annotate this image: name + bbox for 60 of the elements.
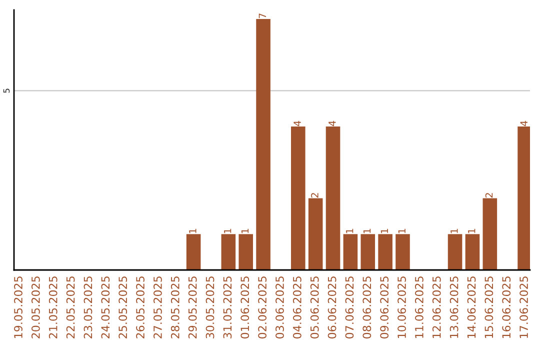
x-tick-label: 10.06.2025 — [398, 276, 406, 338]
x-tick-label: 31.05.2025 — [223, 276, 232, 338]
x-tick-label: 23.05.2025 — [84, 276, 92, 338]
x-tick-label: 11.06.2025 — [414, 276, 424, 338]
bar — [482, 198, 498, 270]
x-tick-label: 07.06.2025 — [345, 276, 354, 338]
data-label: 2 — [485, 193, 493, 198]
x-tick-label: 15.06.2025 — [484, 276, 494, 338]
bar — [186, 234, 201, 270]
bar — [396, 234, 410, 270]
x-tick-label: 12.06.2025 — [432, 276, 441, 338]
data-label: 1 — [398, 228, 406, 234]
x-tick-label: 06.06.2025 — [328, 276, 336, 338]
data-label: 1 — [363, 228, 371, 234]
data-label: 7 — [258, 14, 266, 18]
data-label: 1 — [189, 228, 196, 234]
x-tick-label: 22.05.2025 — [66, 276, 75, 338]
x-tick-label: 20.05.2025 — [31, 276, 40, 338]
x-tick-label: 01.06.2025 — [240, 276, 250, 338]
x-tick-label: 14.06.2025 — [467, 276, 476, 338]
bar — [291, 126, 306, 270]
bar — [343, 234, 358, 270]
data-label: 1 — [241, 228, 249, 234]
x-tick-label: 24.05.2025 — [101, 276, 110, 338]
x-tick-label: 21.05.2025 — [48, 276, 58, 338]
bar — [308, 198, 323, 270]
x-tick-label: 26.05.2025 — [136, 276, 144, 338]
bar — [465, 234, 480, 270]
bar — [238, 234, 253, 270]
bar — [378, 234, 392, 270]
x-tick-label: 30.05.2025 — [206, 276, 214, 338]
bar — [256, 18, 270, 270]
x-tick-label: 08.06.2025 — [362, 276, 372, 338]
x-tick-label: 28.05.2025 — [170, 276, 180, 338]
x-tick-label: 03.06.2025 — [276, 276, 284, 338]
data-label: 1 — [450, 228, 458, 234]
data-label: 1 — [468, 228, 476, 234]
data-label: 4 — [328, 120, 336, 126]
x-tick-label: 09.06.2025 — [380, 276, 389, 338]
data-label: 1 — [380, 228, 388, 234]
data-label: 4 — [520, 120, 528, 126]
data-label: 1 — [346, 228, 354, 234]
data-label: 2 — [311, 193, 318, 198]
data-label: 4 — [294, 120, 301, 126]
x-tick-label: 16.06.2025 — [502, 276, 511, 338]
bar — [448, 234, 462, 270]
x-tick-label: 29.05.2025 — [188, 276, 197, 338]
x-tick-label: 19.05.2025 — [14, 276, 22, 338]
x-tick-label: 17.06.2025 — [520, 276, 528, 338]
x-tick-label: 25.05.2025 — [118, 276, 128, 338]
bar — [221, 234, 236, 270]
x-tick-label: 04.06.2025 — [292, 276, 302, 338]
x-tick-label: 13.06.2025 — [450, 276, 458, 338]
data-label: 1 — [224, 228, 232, 234]
y-tick-label: 5 — [3, 88, 10, 93]
x-tick-label: 05.06.2025 — [310, 276, 319, 338]
x-tick-label: 02.06.2025 — [258, 276, 267, 338]
x-tick-label: 27.05.2025 — [154, 276, 162, 338]
bar — [326, 126, 340, 270]
bar — [360, 234, 376, 270]
